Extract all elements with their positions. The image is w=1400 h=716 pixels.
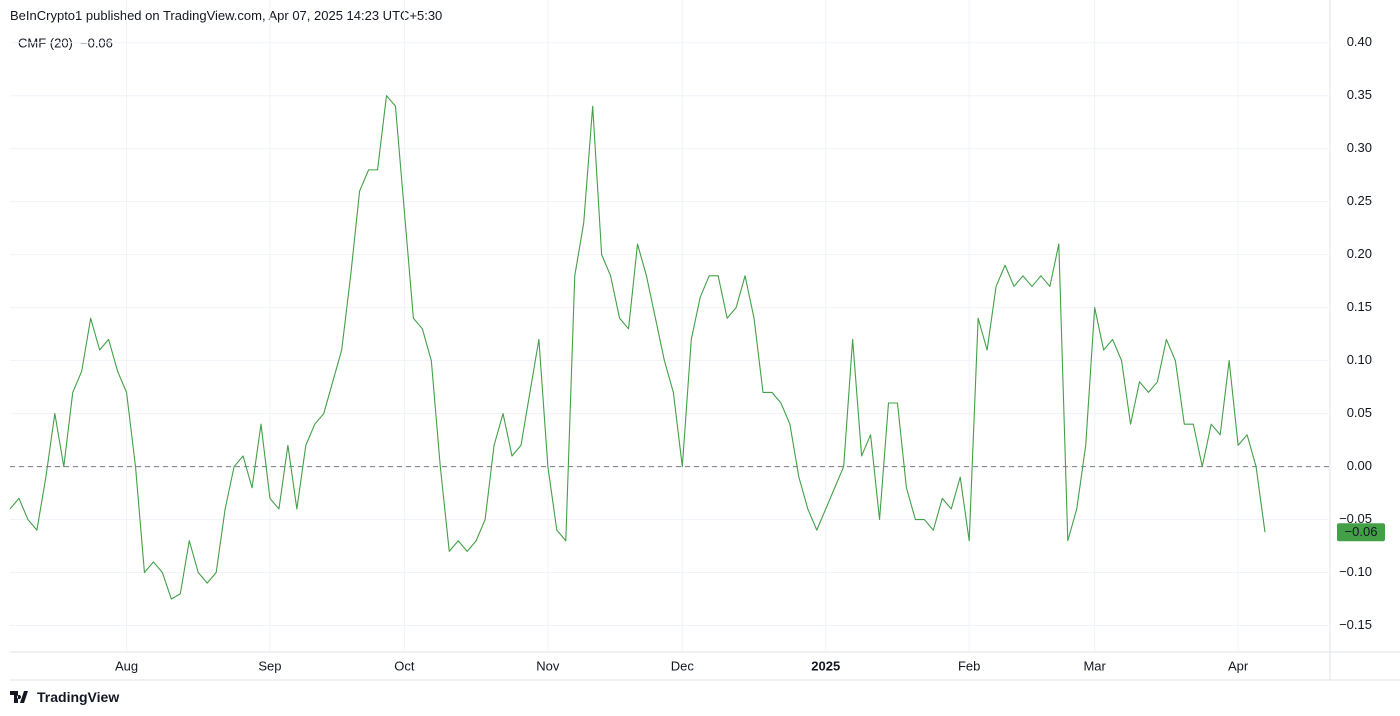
y-tick-label: 0.10 — [1347, 352, 1372, 367]
price-tag-label: −0.06 — [1345, 524, 1378, 539]
x-tick-label: Oct — [394, 658, 415, 673]
cmf-line — [9, 95, 1266, 600]
price-tag — [1337, 523, 1385, 542]
y-tick-label: 0.30 — [1347, 140, 1372, 155]
header: BeInCrypto1 published on TradingView.com… — [10, 8, 443, 23]
y-tick-label: 0.05 — [1347, 405, 1372, 420]
y-tick-label: 0.20 — [1347, 246, 1372, 261]
x-tick-label: Mar — [1083, 658, 1106, 673]
y-tick-label: 0.15 — [1347, 299, 1372, 314]
y-tick-label: 0.00 — [1347, 458, 1372, 473]
x-tick-label: Apr — [1228, 658, 1249, 673]
footer: TradingView — [10, 689, 119, 705]
y-tick-label: −0.05 — [1339, 511, 1372, 526]
x-tick-label: Aug — [115, 658, 138, 673]
x-tick-label: Feb — [958, 658, 980, 673]
logo — [10, 691, 28, 703]
x-tick-label: 2025 — [811, 658, 840, 673]
y-tick-label: 0.35 — [1347, 87, 1372, 102]
x-tick-label: Dec — [671, 658, 695, 673]
y-tick-label: 0.40 — [1347, 34, 1372, 49]
y-tick-label: 0.25 — [1347, 193, 1372, 208]
y-tick-label: −0.15 — [1339, 617, 1372, 632]
y-tick-label: −0.10 — [1339, 564, 1372, 579]
brand: TradingView — [37, 689, 120, 705]
x-tick-label: Sep — [258, 658, 281, 673]
x-tick-label: Nov — [536, 658, 560, 673]
